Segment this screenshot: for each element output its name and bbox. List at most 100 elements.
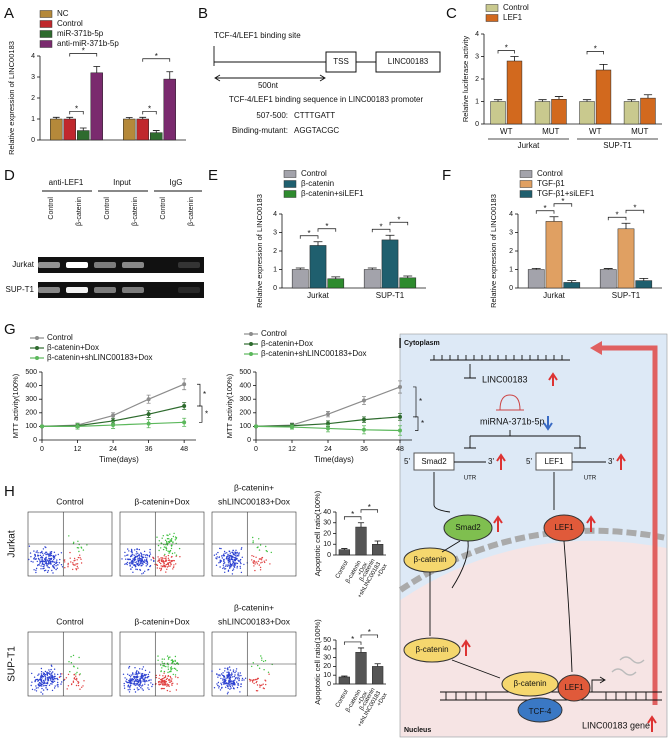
- event-dot: [222, 567, 224, 570]
- event-dot: [173, 564, 175, 566]
- event-dot: [69, 671, 71, 673]
- event-dot: [30, 556, 32, 558]
- event-dot: [225, 686, 227, 688]
- event-dot: [54, 673, 56, 675]
- error-bar: [554, 96, 564, 100]
- event-dot: [217, 674, 220, 676]
- event-dot: [39, 685, 42, 687]
- event-dot: [142, 675, 144, 677]
- event-dot: [230, 557, 232, 559]
- event-dot: [169, 549, 172, 552]
- bar: [163, 78, 176, 141]
- event-dot: [82, 685, 84, 687]
- gene-box: [535, 452, 573, 471]
- event-dot: [48, 684, 51, 686]
- y-axis-label: Relative expression of LINC00183: [7, 41, 16, 155]
- event-dot: [45, 560, 47, 563]
- event-dot: [77, 684, 80, 687]
- y-tick-label: 0: [273, 285, 277, 292]
- significance-bracket: [199, 405, 203, 423]
- event-dot: [233, 682, 235, 684]
- event-dot: [70, 662, 73, 664]
- event-dot: [132, 558, 134, 560]
- event-dot: [164, 681, 167, 683]
- event-dot: [244, 677, 247, 679]
- event-dot: [241, 677, 244, 680]
- event-dot: [143, 681, 146, 683]
- event-dot: [53, 561, 56, 563]
- quadrant-gate: [120, 512, 204, 576]
- event-dot: [132, 562, 134, 564]
- significance-bracket: [607, 216, 627, 221]
- event-dot: [166, 685, 168, 687]
- event-dot: [142, 689, 144, 691]
- significance-bracket: [586, 51, 604, 55]
- event-dot: [163, 562, 165, 564]
- event-dot: [254, 563, 256, 565]
- event-dot: [175, 554, 178, 556]
- event-dot: [65, 677, 68, 679]
- event-dot: [77, 680, 79, 683]
- event-dot: [133, 680, 135, 683]
- event-dot: [168, 541, 171, 544]
- x-tick-label: 24: [324, 446, 332, 453]
- up-arrow: [616, 453, 626, 470]
- error-bar: [357, 647, 365, 653]
- event-dot: [164, 553, 166, 556]
- column-title: Control: [56, 496, 84, 506]
- significance-bracket: [415, 416, 419, 431]
- event-dot: [170, 666, 173, 668]
- event-dot: [77, 556, 80, 559]
- event-dot: [236, 562, 239, 565]
- event-dot: [168, 552, 170, 554]
- event-dot: [149, 548, 151, 551]
- event-dot: [152, 556, 154, 558]
- y-tick-label: 400: [239, 382, 251, 389]
- event-dot: [224, 562, 226, 564]
- y-tick-label: 1: [509, 266, 513, 273]
- event-dot: [223, 680, 226, 683]
- event-dot: [235, 563, 237, 565]
- event-dot: [259, 558, 262, 560]
- event-dot: [228, 558, 231, 561]
- event-dot: [267, 671, 270, 673]
- event-dot: [223, 555, 226, 557]
- event-dot: [227, 687, 229, 689]
- event-dot: [226, 676, 228, 678]
- event-dot: [132, 553, 134, 556]
- event-dot: [160, 542, 163, 544]
- event-dot: [162, 565, 164, 568]
- event-dot: [57, 678, 59, 681]
- event-dot: [220, 687, 223, 689]
- event-dot: [146, 562, 149, 564]
- event-dot: [160, 681, 162, 684]
- utr-label: UTR: [584, 476, 597, 482]
- legend-marker: [35, 346, 39, 350]
- event-dot: [223, 675, 226, 678]
- event-dot: [233, 680, 235, 682]
- legend-label: LEF1: [503, 13, 523, 22]
- event-dot: [255, 681, 257, 684]
- event-dot: [255, 690, 258, 692]
- event-dot: [146, 557, 148, 559]
- x-tick-label: SUP-T1: [612, 291, 641, 300]
- error-bar: [603, 268, 613, 270]
- event-dot: [170, 679, 172, 681]
- event-dot: [162, 548, 165, 551]
- bar: [399, 277, 417, 289]
- y-tick-label: 40: [323, 509, 331, 516]
- error-bar: [599, 63, 608, 70]
- significance-bracket: [413, 386, 417, 418]
- y-tick-label: 30: [323, 654, 331, 661]
- event-dot: [158, 540, 160, 542]
- event-dot: [67, 562, 69, 565]
- error-bar: [403, 275, 413, 278]
- event-dot: [69, 557, 71, 559]
- event-dot: [66, 688, 68, 690]
- event-dot: [124, 677, 126, 679]
- event-dot: [44, 684, 46, 687]
- event-dot: [128, 679, 130, 682]
- event-dot: [227, 555, 229, 558]
- y-axis-label: MTT activity(100%): [225, 373, 234, 438]
- event-dot: [236, 551, 238, 554]
